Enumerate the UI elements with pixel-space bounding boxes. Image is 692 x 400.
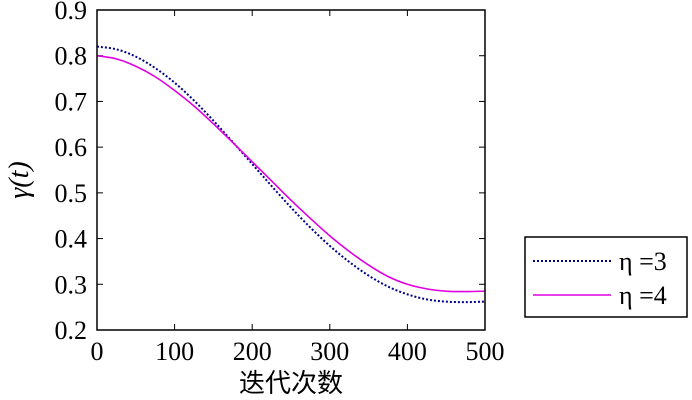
x-tick-label: 200 (233, 337, 272, 366)
x-tick-label: 500 (466, 337, 505, 366)
x-tick-label: 400 (388, 337, 427, 366)
series-layer (96, 45, 486, 304)
legend: η =3 η =4 (524, 236, 688, 318)
legend-label-1: η =3 (619, 247, 667, 276)
x-tick-label: 300 (310, 337, 349, 366)
y-tick-label: 0.2 (55, 316, 88, 345)
x-tick-label: 100 (155, 337, 194, 366)
series-line-1 (96, 45, 486, 304)
y-axis-label: γ(t) (4, 161, 35, 198)
x-axis-label: 迭代次数 (239, 369, 343, 399)
legend-label-2: η =4 (619, 281, 667, 310)
x-axis-ticks: 0 100 200 300 400 500 (91, 10, 505, 366)
y-tick-label: 0.7 (55, 87, 88, 116)
y-tick-label: 0.9 (55, 0, 88, 25)
series-line-2 (96, 54, 486, 293)
y-tick-label: 0.5 (55, 179, 88, 208)
x-tick-label: 0 (91, 337, 104, 366)
y-tick-label: 0.6 (55, 133, 88, 162)
y-tick-label: 0.8 (55, 42, 88, 71)
y-axis-ticks: 0.2 0.3 0.4 0.5 0.6 0.7 0.8 0.9 (55, 0, 485, 345)
y-tick-label: 0.3 (55, 270, 88, 299)
y-tick-label: 0.4 (55, 225, 88, 254)
legend-box (524, 236, 688, 318)
plot-frame (96, 9, 486, 331)
